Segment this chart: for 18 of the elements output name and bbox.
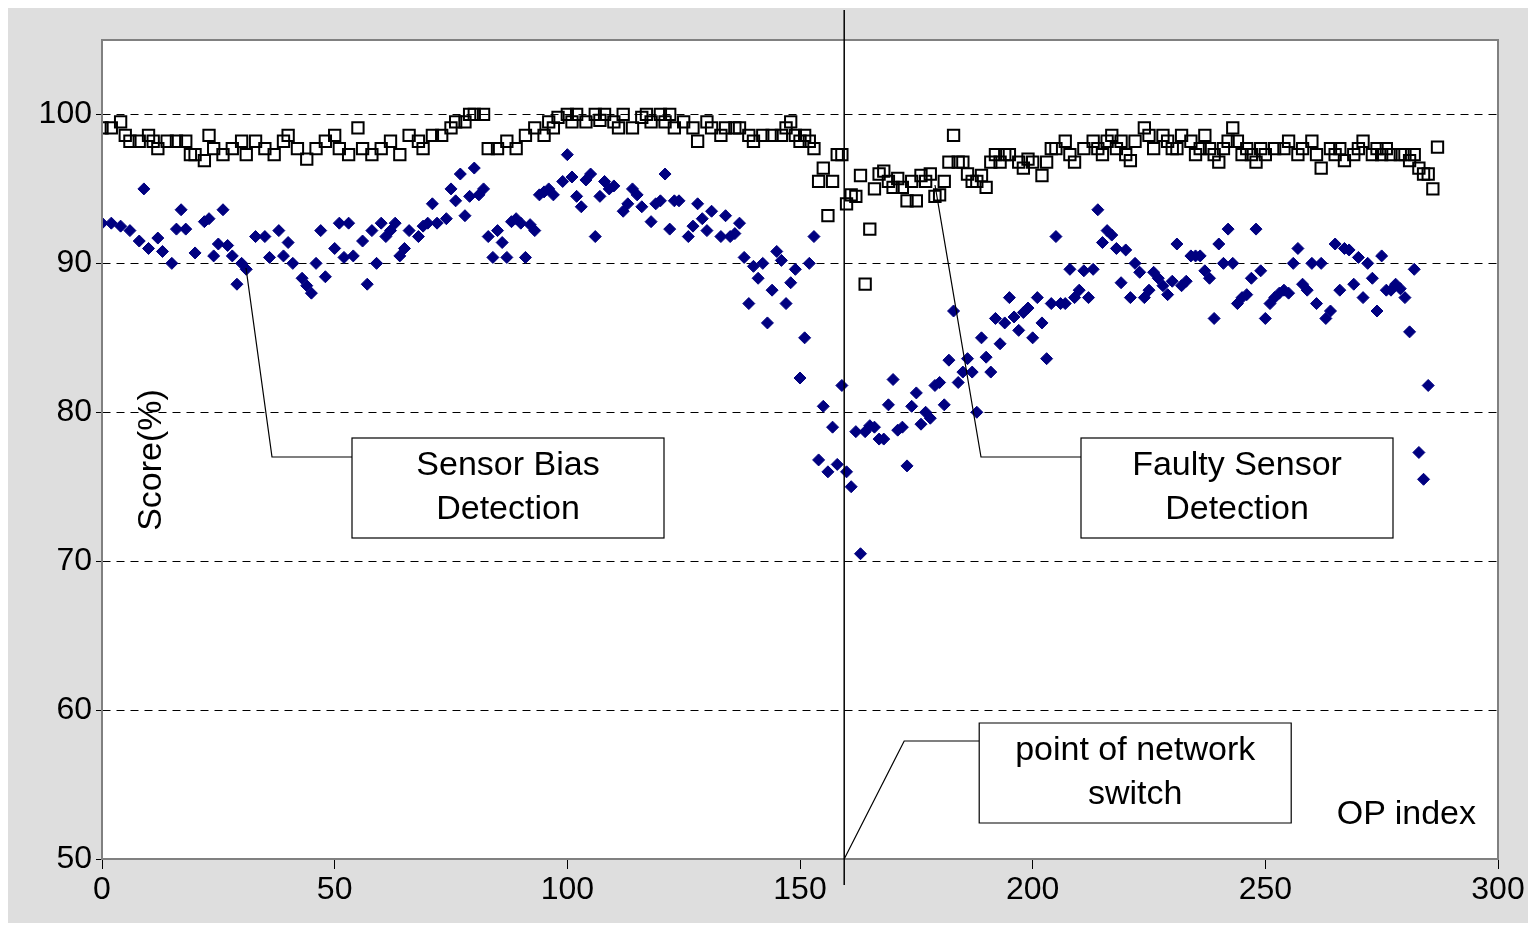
x-tick-label: 50 bbox=[316, 870, 353, 907]
y-tick-label: 50 bbox=[56, 838, 92, 875]
x-tick-label: 250 bbox=[1238, 870, 1293, 907]
y-axis-title: Score(%) bbox=[130, 389, 169, 531]
x-tick-label: 200 bbox=[1005, 870, 1060, 907]
annotation: Sensor Bias Detection bbox=[416, 444, 600, 527]
annotation: point of network switch bbox=[1015, 729, 1257, 812]
x-tick-label: 0 bbox=[93, 870, 111, 907]
y-tick-label: 70 bbox=[56, 541, 92, 578]
annotation: Faulty Sensor Detection bbox=[1132, 444, 1342, 527]
y-tick-label: 60 bbox=[56, 689, 92, 726]
y-tick-label: 100 bbox=[38, 94, 92, 131]
x-tick-label: 300 bbox=[1471, 870, 1525, 907]
x-tick-label: 100 bbox=[540, 870, 595, 907]
y-tick-label: 90 bbox=[56, 243, 92, 280]
x-axis-title: OP index bbox=[1336, 793, 1476, 832]
x-tick-label: 150 bbox=[773, 870, 827, 907]
y-tick-label: 80 bbox=[56, 392, 92, 429]
